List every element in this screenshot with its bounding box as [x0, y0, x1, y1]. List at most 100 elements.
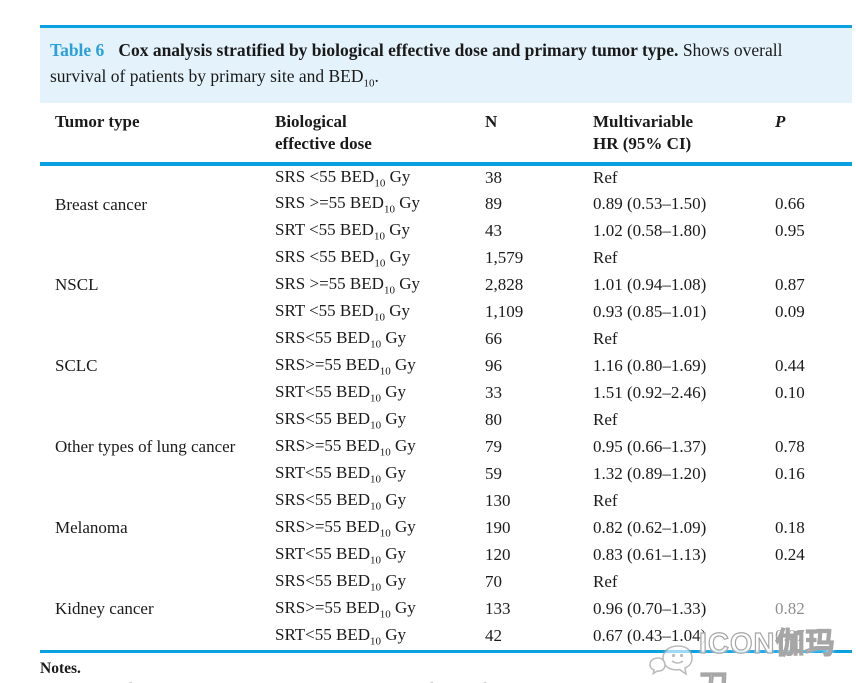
p-cell	[775, 569, 852, 596]
dose-cell: SRS<55 BED10 Gy	[275, 328, 407, 351]
dose-cell: SRS<55 BED10 Gy	[275, 490, 407, 513]
caption-subtitle: Shows overall survival of patients by pr…	[50, 40, 783, 90]
p-cell	[775, 245, 852, 272]
table-row: Melanoma SRS<55 BED10 Gy 130 Ref	[40, 488, 852, 537]
hr-cell: Ref	[593, 248, 618, 268]
p-cell: 0.07	[775, 626, 805, 646]
p-cell	[775, 164, 852, 191]
table-row: Kidney cancer SRS<55 BED10 Gy 70 Ref	[40, 569, 852, 618]
hr-cell: 0.93 (0.85–1.01)	[593, 302, 707, 322]
tumor-type-cell: SCLC	[55, 356, 98, 376]
table-caption: Table 6 Cox analysis stratified by biolog…	[40, 25, 852, 104]
p-cell: 0.78	[775, 437, 805, 457]
p-cell: 0.09	[775, 302, 805, 322]
hr-cell: 0.83 (0.61–1.13)	[593, 545, 707, 565]
hr-cell: 0.96 (0.70–1.33)	[593, 599, 707, 619]
hr-cell: 1.01 (0.94–1.08)	[593, 275, 707, 295]
dose-cell: SRS>=55 BED10 Gy	[275, 436, 416, 459]
p-cell: 0.10	[775, 383, 805, 403]
n-cell: 43	[485, 221, 502, 241]
hr-cell: Ref	[593, 572, 618, 592]
caption-title-bold: Cox analysis stratified by biological ef…	[118, 40, 679, 60]
table-header: Tumor type Biological effective dose N Mu…	[40, 103, 852, 166]
dose-cell: SRT <55 BED10 Gy	[275, 301, 410, 324]
hr-cell: Ref	[593, 329, 618, 349]
p-cell: 0.95	[775, 221, 805, 241]
hr-cell: 1.32 (0.89–1.20)	[593, 464, 707, 484]
notes-label: Notes.	[40, 659, 81, 677]
dose-cell: SRT<55 BED10 Gy	[275, 463, 407, 486]
header-row: Tumor type Biological effective dose N Mu…	[40, 103, 852, 166]
col-header-n: N	[485, 103, 593, 166]
table-row: SCLC SRS<55 BED10 Gy 66 Ref	[40, 326, 852, 375]
notes-text: The number of patients with colon cancer…	[40, 681, 852, 683]
hr-cell: Ref	[593, 410, 618, 430]
n-cell: 38	[485, 168, 502, 188]
dose-cell: SRS<55 BED10 Gy	[275, 571, 407, 594]
hr-cell: 1.51 (0.92–2.46)	[593, 383, 707, 403]
table-row: SRS>=55 BED10 Gy 96 1.16 (0.80–1.69) 0.4…	[40, 353, 852, 380]
n-cell: 79	[485, 437, 502, 457]
dose-cell: SRS>=55 BED10 Gy	[275, 355, 416, 378]
n-cell: 133	[485, 599, 511, 619]
col-header-dose: Biological effective dose	[275, 103, 485, 166]
tumor-type-cell: Breast cancer	[55, 195, 148, 215]
table-number-label: Table 6	[50, 40, 105, 60]
table-row: SRS >=55 BED10 Gy 89 0.89 (0.53–1.50) 0.…	[40, 191, 852, 218]
n-cell: 1,579	[485, 248, 524, 268]
notes-section: Notes. The number of patients with colon…	[40, 660, 852, 683]
col-header-hr: Multivariable HR (95% CI)	[593, 103, 775, 166]
n-cell: 130	[485, 491, 511, 511]
hr-cell: Ref	[593, 168, 618, 188]
page-content: Table 6 Cox analysis stratified by biolog…	[40, 0, 852, 683]
hr-cell: 0.67 (0.43–1.04)	[593, 626, 707, 646]
col-header-p: P	[775, 103, 852, 166]
n-cell: 2,828	[485, 275, 524, 295]
dose-cell: SRT<55 BED10 Gy	[275, 625, 407, 648]
hr-cell: Ref	[593, 491, 618, 511]
n-cell: 42	[485, 626, 502, 646]
table-row: SRT<55 BED10 Gy 33 1.51 (0.92–2.46) 0.10	[40, 380, 852, 407]
col-header-tumor-type: Tumor type	[40, 103, 275, 166]
table-row: SRS>=55 BED10 Gy 79 0.95 (0.66–1.37) 0.7…	[40, 434, 852, 461]
hr-cell: 1.16 (0.80–1.69)	[593, 356, 707, 376]
p-cell: 0.44	[775, 356, 805, 376]
dose-cell: SRS>=55 BED10 Gy	[275, 598, 416, 621]
dose-cell: SRS <55 BED10 Gy	[275, 167, 411, 190]
n-cell: 190	[485, 518, 511, 538]
table-row: SRT <55 BED10 Gy 1,109 0.93 (0.85–1.01) …	[40, 299, 852, 326]
n-cell: 33	[485, 383, 502, 403]
n-cell: 70	[485, 572, 502, 592]
p-cell: 0.16	[775, 464, 805, 484]
table-body: Breast cancer SRS <55 BED10 Gy 38 Ref SR…	[40, 164, 852, 650]
n-cell: 120	[485, 545, 511, 565]
n-cell: 66	[485, 329, 502, 349]
dose-cell: SRS>=55 BED10 Gy	[275, 517, 416, 540]
dose-cell: SRT<55 BED10 Gy	[275, 544, 407, 567]
cox-analysis-table: Tumor type Biological effective dose N Mu…	[40, 103, 852, 650]
table-row: Other types of lung cancer SRS<55 BED10 …	[40, 407, 852, 456]
table-row: Breast cancer SRS <55 BED10 Gy 38 Ref	[40, 164, 852, 214]
hr-cell: 0.89 (0.53–1.50)	[593, 194, 707, 214]
table-row: SRT<55 BED10 Gy 120 0.83 (0.61–1.13) 0.2…	[40, 542, 852, 569]
p-cell	[775, 488, 852, 515]
p-cell	[775, 407, 852, 434]
dose-cell: SRT<55 BED10 Gy	[275, 382, 407, 405]
dose-cell: SRS >=55 BED10 Gy	[275, 274, 420, 297]
p-cell: 0.82	[775, 599, 805, 619]
dose-cell: SRT <55 BED10 Gy	[275, 220, 410, 243]
table-row: SRT<55 BED10 Gy 59 1.32 (0.89–1.20) 0.16	[40, 461, 852, 488]
cox-analysis-table-wrap: Tumor type Biological effective dose N Mu…	[40, 103, 852, 653]
p-cell: 0.87	[775, 275, 805, 295]
n-cell: 96	[485, 356, 502, 376]
tumor-type-cell: NSCL	[55, 275, 99, 295]
dose-cell: SRS <55 BED10 Gy	[275, 247, 411, 270]
p-cell	[775, 326, 852, 353]
n-cell: 80	[485, 410, 502, 430]
p-cell: 0.18	[775, 518, 805, 538]
table-row: NSCL SRS <55 BED10 Gy 1,579 Ref	[40, 245, 852, 294]
dose-cell: SRS<55 BED10 Gy	[275, 409, 407, 432]
table-row: SRS>=55 BED10 Gy 190 0.82 (0.62–1.09) 0.…	[40, 515, 852, 542]
table-row: SRT <55 BED10 Gy 43 1.02 (0.58–1.80) 0.9…	[40, 218, 852, 245]
table-row: SRS >=55 BED10 Gy 2,828 1.01 (0.94–1.08)…	[40, 272, 852, 299]
